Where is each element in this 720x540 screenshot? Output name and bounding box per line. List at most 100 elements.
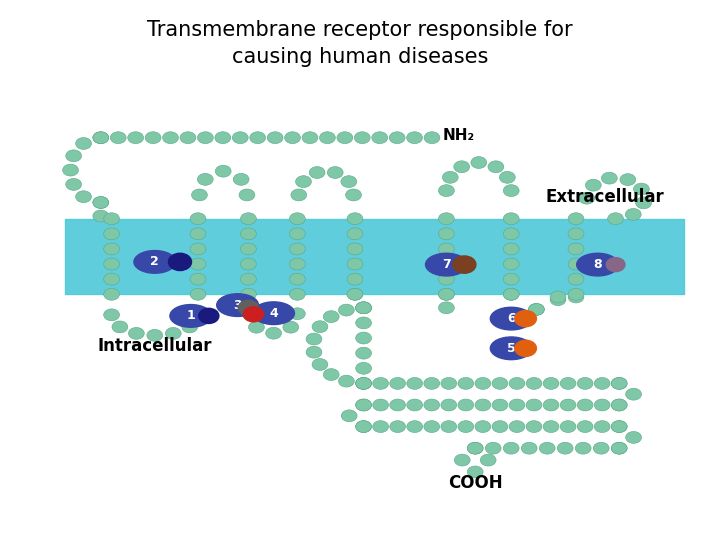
Circle shape [356,399,372,411]
Circle shape [528,303,544,315]
Circle shape [104,213,120,225]
Circle shape [424,421,440,433]
Circle shape [521,442,537,454]
Circle shape [568,288,584,300]
Circle shape [248,321,264,333]
Circle shape [110,132,126,144]
Circle shape [373,399,389,411]
Circle shape [190,258,206,270]
Circle shape [626,208,642,220]
Circle shape [356,302,372,314]
Circle shape [312,321,328,333]
Circle shape [289,308,305,320]
Circle shape [471,157,487,168]
Circle shape [475,421,491,433]
Text: 8: 8 [593,258,602,271]
Circle shape [347,258,363,270]
Circle shape [104,228,120,240]
Circle shape [492,421,508,433]
Circle shape [93,197,109,208]
Circle shape [356,302,372,314]
Circle shape [438,185,454,197]
Circle shape [104,309,120,321]
Text: 6: 6 [507,312,516,325]
Circle shape [611,377,627,389]
Circle shape [480,454,496,466]
Ellipse shape [134,251,176,273]
Circle shape [509,377,525,389]
Circle shape [354,132,370,144]
Circle shape [93,132,109,144]
Text: 7: 7 [442,258,451,271]
Circle shape [438,302,454,314]
Circle shape [626,388,642,400]
Circle shape [238,300,258,315]
Circle shape [557,442,573,454]
Text: COOH: COOH [448,474,503,492]
Circle shape [503,288,519,300]
Circle shape [560,399,576,411]
Circle shape [467,466,483,478]
Circle shape [611,421,627,433]
Text: Intracellular: Intracellular [97,336,212,355]
Circle shape [168,253,192,271]
Text: causing human diseases: causing human diseases [232,46,488,67]
Circle shape [407,399,423,411]
Circle shape [611,399,627,411]
Circle shape [240,213,256,225]
Circle shape [190,288,206,300]
Circle shape [526,421,542,433]
Circle shape [356,377,372,389]
Circle shape [407,421,423,433]
Circle shape [454,161,469,173]
Circle shape [509,399,525,411]
Circle shape [601,172,617,184]
Bar [65,219,684,294]
Text: Extracellular: Extracellular [546,188,664,206]
Circle shape [347,228,363,240]
Circle shape [438,258,454,270]
Circle shape [526,399,542,411]
Circle shape [163,132,179,144]
Circle shape [467,442,483,454]
Circle shape [104,288,120,300]
Circle shape [453,256,476,273]
Circle shape [438,228,454,240]
Circle shape [488,161,504,173]
Circle shape [302,132,318,144]
Circle shape [503,243,519,255]
Circle shape [373,377,389,389]
Circle shape [356,347,372,359]
Text: Transmembrane receptor responsible for: Transmembrane receptor responsible for [147,19,573,40]
Circle shape [424,132,440,144]
Circle shape [240,273,256,285]
Circle shape [267,132,283,144]
Circle shape [347,288,363,300]
Circle shape [66,150,81,162]
Circle shape [347,213,363,225]
Circle shape [190,243,206,255]
Circle shape [240,258,256,270]
Circle shape [442,171,458,183]
Circle shape [550,294,566,306]
Circle shape [458,421,474,433]
Ellipse shape [426,253,467,276]
Circle shape [323,310,339,322]
Circle shape [407,377,423,389]
Circle shape [606,258,625,272]
Circle shape [475,377,491,389]
Circle shape [284,132,300,144]
Circle shape [539,442,555,454]
Circle shape [346,189,361,201]
Circle shape [373,421,389,433]
Circle shape [568,258,584,270]
Circle shape [424,377,440,389]
Circle shape [577,377,593,389]
Circle shape [323,369,339,381]
Circle shape [309,166,325,178]
Circle shape [503,213,519,225]
Circle shape [608,213,624,225]
Circle shape [503,442,519,454]
Circle shape [568,213,584,225]
Circle shape [568,243,584,255]
